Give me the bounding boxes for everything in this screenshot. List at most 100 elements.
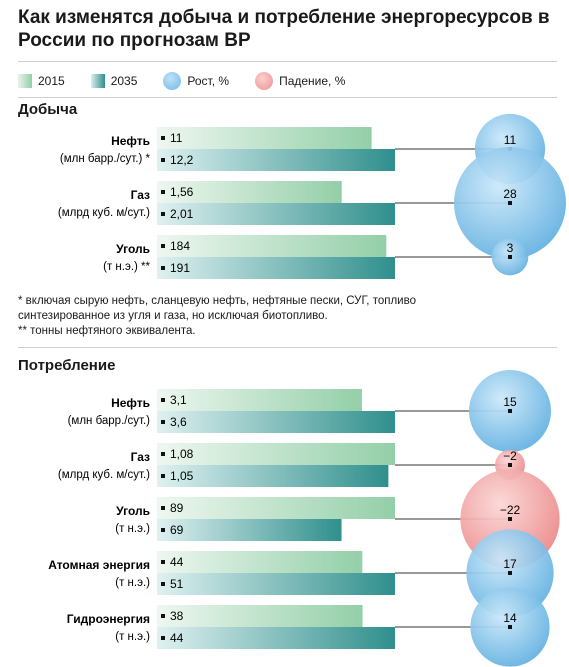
legend-label-decline: Падение, % <box>279 74 346 88</box>
value-marker-2035 <box>161 528 165 532</box>
value-marker-2015 <box>161 560 165 564</box>
value-label-2015: 44 <box>170 555 184 569</box>
legend-dot-decline <box>255 72 274 90</box>
value-label-2035: 191 <box>170 261 190 275</box>
legend-swatch-2035 <box>90 74 105 88</box>
bubble-center-marker <box>508 201 512 205</box>
value-label-2015: 184 <box>170 239 190 253</box>
bar-2015 <box>157 497 395 519</box>
value-label-2015: 1,56 <box>170 185 194 199</box>
row-unit: (т н.э.) <box>115 577 150 589</box>
bar-2035 <box>157 257 395 279</box>
legend-label-growth: Рост, % <box>187 74 230 88</box>
value-label-2015: 89 <box>170 501 184 515</box>
value-marker-2035 <box>161 474 165 478</box>
bar-2015 <box>157 235 387 257</box>
bar-2035 <box>157 627 395 649</box>
footnote-line: синтезированное из угля и газа, но исклю… <box>18 310 328 322</box>
value-marker-2035 <box>161 212 165 216</box>
bubble-center-marker <box>508 255 512 259</box>
footnote-line: ** тонны нефтяного эквивалента. <box>18 325 196 337</box>
value-marker-2035 <box>161 636 165 640</box>
row-unit: (млрд куб. м/сут.) <box>58 469 150 481</box>
row-unit: (млрд куб. м/сут.) <box>58 207 150 219</box>
section-title-production: Добыча <box>18 101 78 118</box>
row-label: Газ <box>131 188 150 202</box>
bubble-center-marker <box>508 463 512 467</box>
bubble-center-marker <box>508 409 512 413</box>
value-marker-2015 <box>161 452 165 456</box>
value-label-2015: 3,1 <box>170 393 187 407</box>
value-label-2015: 1,08 <box>170 447 194 461</box>
bar-2035 <box>157 149 395 171</box>
row-label: Атомная энергия <box>48 558 150 572</box>
bar-2015 <box>157 443 395 465</box>
legend-label-2035: 2035 <box>110 74 138 88</box>
legend-divider <box>18 97 557 98</box>
value-label-2035: 69 <box>170 523 184 537</box>
legend-swatch-2015 <box>18 74 32 88</box>
value-marker-2035 <box>161 266 165 270</box>
value-marker-2035 <box>161 158 165 162</box>
row-unit: (т н.э.) <box>115 523 150 535</box>
value-label-2015: 38 <box>170 609 184 623</box>
value-marker-2015 <box>161 614 165 618</box>
row-label: Уголь <box>116 504 150 518</box>
value-marker-2015 <box>161 244 165 248</box>
value-marker-2015 <box>161 190 165 194</box>
bar-2035 <box>157 519 342 541</box>
value-label-2035: 2,01 <box>170 207 194 221</box>
section-divider <box>18 347 557 348</box>
chart-title: Как изменятся добыча и потребление энерг… <box>18 7 550 51</box>
value-marker-2035 <box>161 582 165 586</box>
value-label-2015: 11 <box>170 131 183 145</box>
bubble-value: 14 <box>503 611 517 625</box>
bar-2035 <box>157 465 389 487</box>
bubble-center-marker <box>508 517 512 521</box>
footnotes: * включая сырую нефть, сланцевую нефть, … <box>18 294 558 339</box>
bubble-value: 15 <box>503 395 517 409</box>
row-label: Нефть <box>111 134 150 148</box>
value-marker-2035 <box>161 420 165 424</box>
bubble-value: −22 <box>500 503 521 517</box>
row-unit: (т н.э.) ** <box>103 261 150 273</box>
bubble-value: 17 <box>503 557 517 571</box>
value-label-2035: 3,6 <box>170 415 187 429</box>
bubble-value: 28 <box>503 187 517 201</box>
row-unit: (т н.э.) <box>115 631 150 643</box>
bar-2035 <box>157 573 395 595</box>
value-label-2035: 1,05 <box>170 469 194 483</box>
legend-item-growth: Рост, % <box>163 72 229 90</box>
value-marker-2015 <box>161 136 165 140</box>
legend-label-2015: 2015 <box>38 74 65 88</box>
title-divider <box>18 61 557 62</box>
legend-item-2015: 2015 <box>18 74 65 88</box>
legend-item-2035: 2035 <box>90 74 138 88</box>
value-label-2035: 51 <box>170 577 184 591</box>
value-label-2035: 44 <box>170 631 184 645</box>
legend: 2015 2035 Рост, % Падение, % <box>18 71 371 91</box>
bubble-center-marker <box>508 571 512 575</box>
bubble-value: −2 <box>503 449 517 463</box>
bar-2015 <box>157 605 363 627</box>
bubble-center-marker <box>508 625 512 629</box>
bar-2015 <box>157 551 363 573</box>
value-marker-2015 <box>161 506 165 510</box>
row-label: Уголь <box>116 242 150 256</box>
bar-2015 <box>157 181 342 203</box>
bubble-value: 3 <box>507 241 514 255</box>
bar-2015 <box>157 389 362 411</box>
row-unit: (млн барр./сут.) * <box>60 153 151 165</box>
row-label: Гидроэнергия <box>67 612 150 626</box>
bubble-value: 11 <box>504 133 517 147</box>
row-label: Газ <box>131 450 150 464</box>
footnote-line: * включая сырую нефть, сланцевую нефть, … <box>18 295 416 307</box>
legend-item-decline: Падение, % <box>255 72 345 90</box>
value-marker-2015 <box>161 398 165 402</box>
row-unit: (млн барр./сут.) <box>68 415 151 427</box>
bar-2035 <box>157 411 395 433</box>
bar-2035 <box>157 203 395 225</box>
value-label-2035: 12,2 <box>170 153 194 167</box>
section-title-consumption: Потребление <box>18 357 116 374</box>
